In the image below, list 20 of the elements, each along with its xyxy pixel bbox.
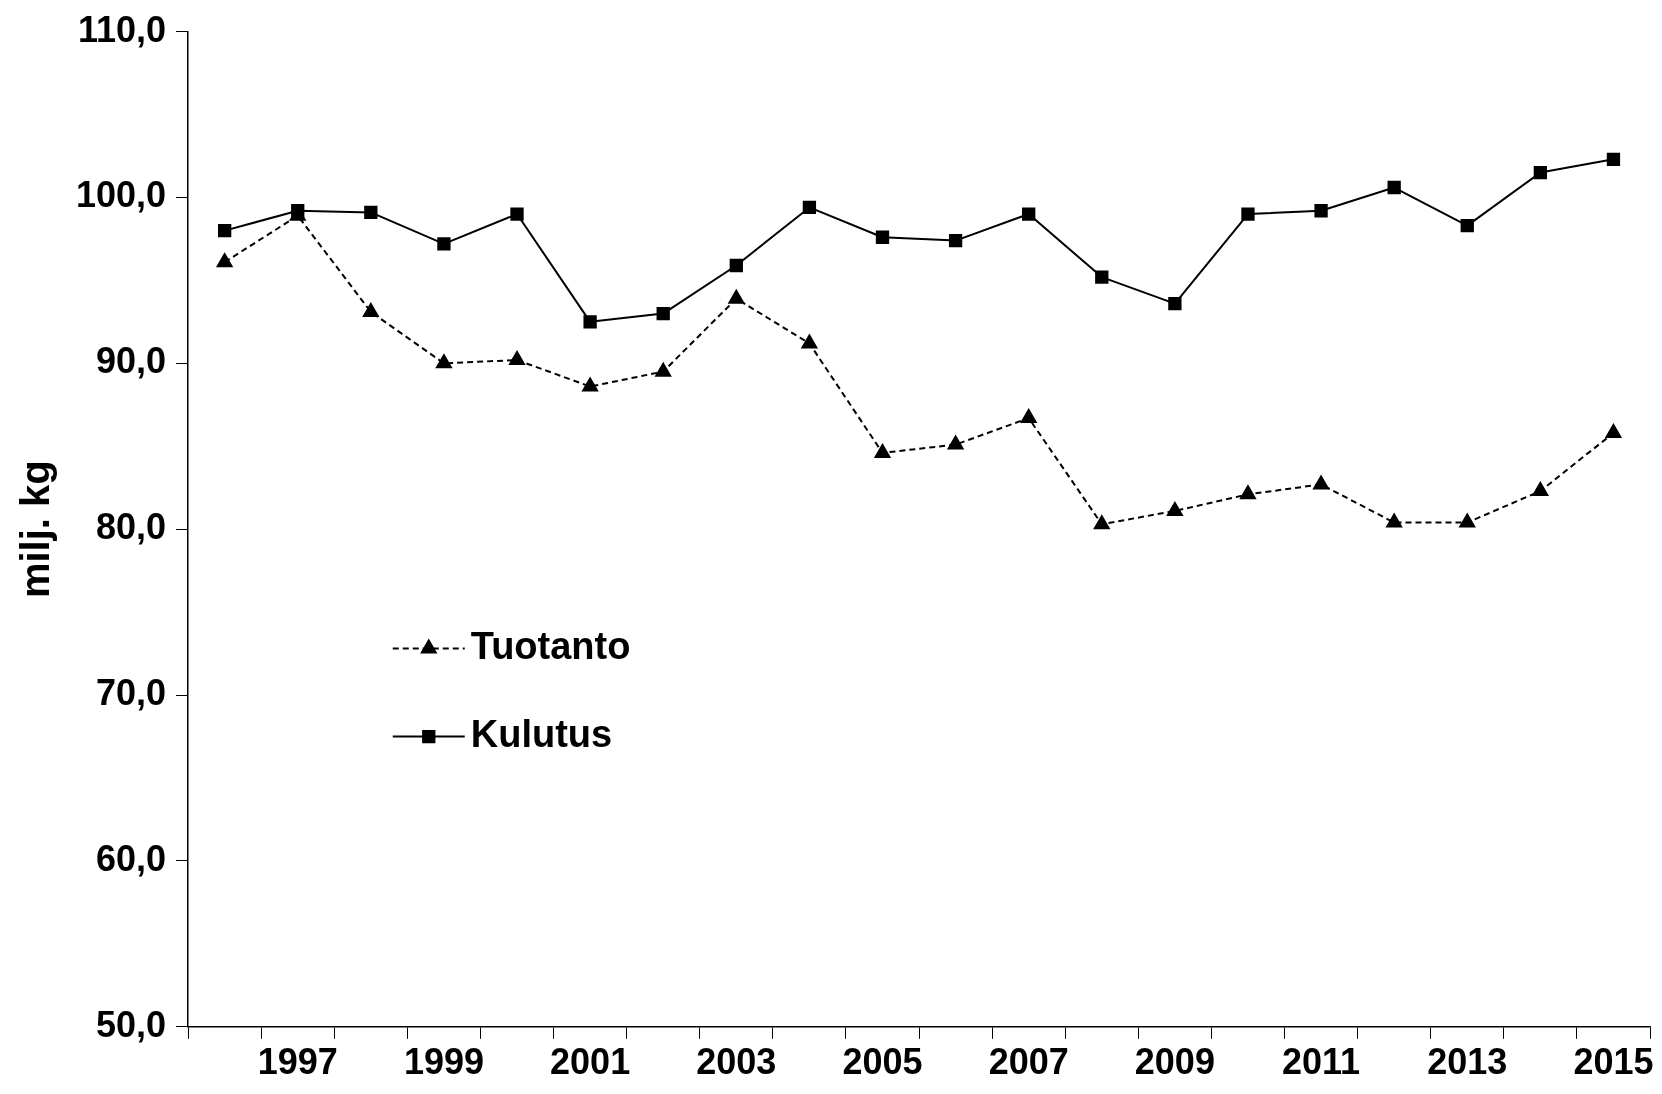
y-tick-label: 80,0 [96, 506, 167, 548]
x-tick-label: 2015 [1573, 1041, 1654, 1083]
x-tick-label: 2005 [842, 1041, 923, 1083]
y-axis-title: milj. kg [13, 460, 58, 599]
y-tick-label: 60,0 [96, 837, 167, 879]
legend-label: Tuotanto [470, 625, 631, 668]
x-tick-label: 2007 [988, 1041, 1069, 1083]
y-tick-label: 100,0 [75, 174, 167, 216]
x-tick-label: 2001 [550, 1041, 631, 1083]
x-tick-label: 1999 [403, 1041, 484, 1083]
x-tick-label: 2003 [696, 1041, 777, 1083]
x-tick-label: 2011 [1282, 1041, 1361, 1083]
y-tick-label: 70,0 [96, 671, 167, 713]
legend-label: Kulutus [470, 713, 613, 756]
y-tick-label: 90,0 [96, 340, 167, 382]
y-tick-label: 110,0 [77, 8, 167, 50]
x-tick-label: 2013 [1427, 1041, 1508, 1083]
y-tick-label: 50,0 [96, 1003, 167, 1045]
x-tick-label: 2009 [1134, 1041, 1215, 1083]
x-tick-label: 1997 [257, 1041, 338, 1083]
